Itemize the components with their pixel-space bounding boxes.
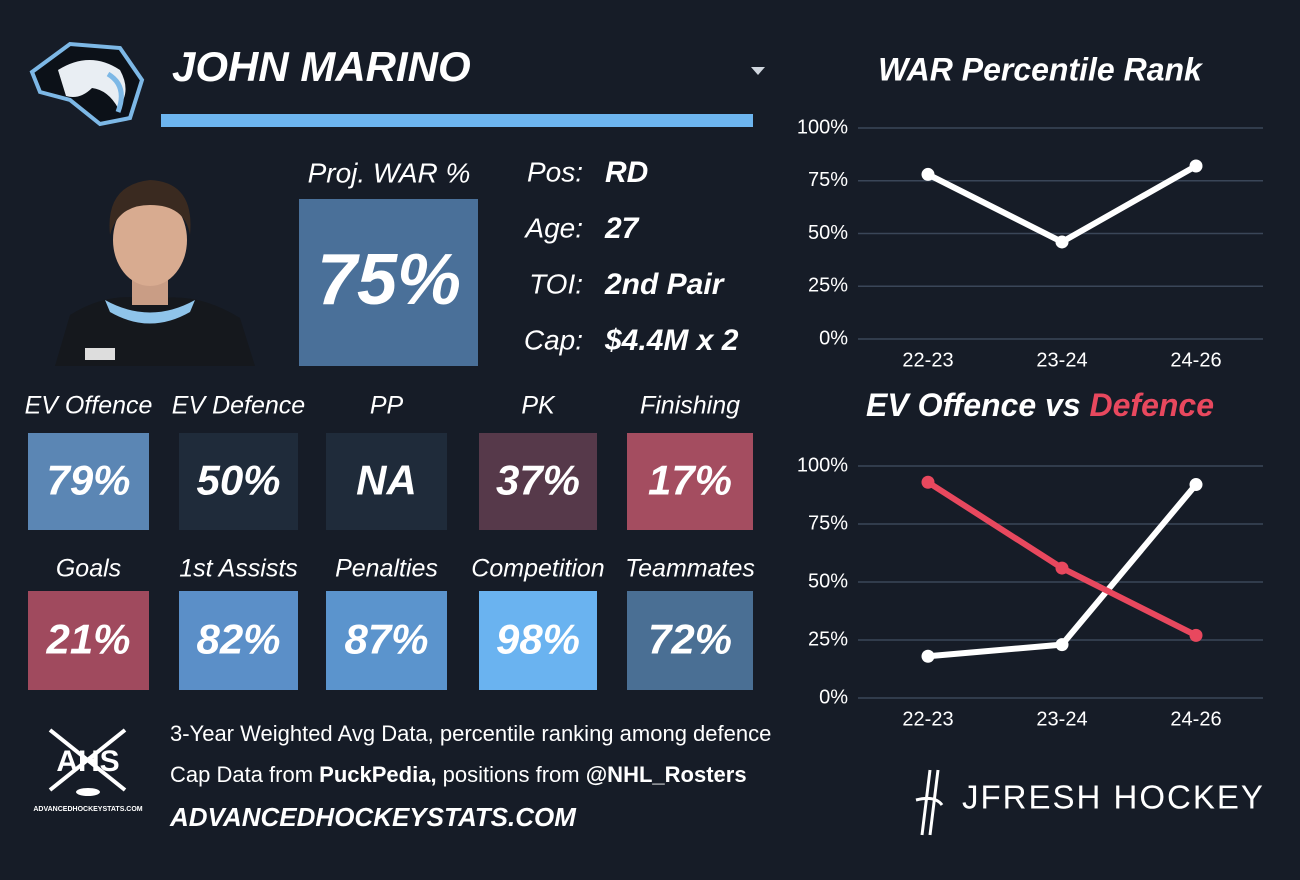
stat-tile <box>479 433 597 530</box>
x-tick-label: 24-26 <box>1170 349 1221 371</box>
y-tick-label: 25% <box>808 275 848 297</box>
tile-value: 17% <box>648 457 732 504</box>
ahs-logo-text: AHS <box>56 745 119 778</box>
data-point <box>1189 159 1203 173</box>
stat-tile <box>479 591 597 690</box>
tile-label: PK <box>521 392 556 420</box>
footer-part: PuckPedia, <box>319 762 436 787</box>
y-tick-label: 25% <box>808 628 848 650</box>
info-value: $4.4M x 2 <box>604 324 739 357</box>
footer-line1: 3-Year Weighted Avg Data, percentile ran… <box>170 721 771 746</box>
tile-label: Competition <box>471 555 604 583</box>
y-tick-label: 75% <box>808 169 848 191</box>
tile-label: Finishing <box>640 392 740 420</box>
title-series: Defence <box>1090 387 1215 423</box>
tile-label: Penalties <box>335 555 438 583</box>
data-point <box>921 167 935 181</box>
y-tick-label: 100% <box>797 116 848 138</box>
title-series: EV Offence <box>866 387 1036 423</box>
tile-value: 72% <box>648 616 732 663</box>
data-point <box>921 649 935 663</box>
name-underline <box>161 114 753 127</box>
tile-value: NA <box>356 457 417 504</box>
y-tick-label: 50% <box>808 222 848 244</box>
proj-war-value: 75% <box>317 240 461 320</box>
y-tick-label: 100% <box>797 454 848 476</box>
data-point <box>1189 478 1203 492</box>
info-label: Age: <box>523 212 583 243</box>
info-value: RD <box>605 156 648 189</box>
data-point <box>1055 638 1069 652</box>
footer-website: ADVANCEDHOCKEYSTATS.COM <box>169 802 577 832</box>
info-label: Pos: <box>527 156 583 187</box>
y-tick-label: 75% <box>808 512 848 534</box>
tile-value: 50% <box>196 457 280 504</box>
footer-part: positions from <box>437 762 586 787</box>
x-tick-label: 23-24 <box>1036 708 1087 730</box>
tile-label: 1st Assists <box>179 555 298 583</box>
player-photo <box>55 180 255 366</box>
chart-title: WAR Percentile Rank <box>878 51 1204 87</box>
stat-tile <box>326 591 447 690</box>
x-tick-label: 23-24 <box>1036 349 1087 371</box>
info-label: Cap: <box>524 324 583 355</box>
x-tick-label: 24-26 <box>1170 708 1221 730</box>
stat-tile <box>179 591 298 690</box>
info-value: 2nd Pair <box>604 268 726 301</box>
tile-value: 21% <box>45 616 130 663</box>
chart-title: EV Offence vs Defence <box>866 387 1214 423</box>
tile-label: PP <box>370 392 404 420</box>
ahs-logo-small: ADVANCEDHOCKEYSTATS.COM <box>33 806 142 813</box>
proj-war-label: Proj. WAR % <box>308 157 471 188</box>
x-tick-label: 22-23 <box>902 349 953 371</box>
tile-value: 79% <box>46 457 130 504</box>
ahs-logo <box>48 728 127 796</box>
player-name: JOHN MARINO <box>172 43 471 90</box>
tile-value: 82% <box>196 616 280 663</box>
footer-part: @NHL_Rosters <box>586 762 747 787</box>
y-tick-label: 0% <box>819 327 848 349</box>
tile-value: 37% <box>496 457 580 504</box>
data-point <box>921 475 935 489</box>
brand-name: JFRESH HOCKEY <box>962 779 1265 816</box>
info-label: TOI: <box>529 268 583 299</box>
data-point <box>1189 628 1203 642</box>
info-value: 27 <box>604 212 640 245</box>
brand-logo <box>915 769 944 836</box>
title-join: vs <box>1036 387 1089 423</box>
data-point <box>1055 561 1069 575</box>
y-tick-label: 0% <box>819 686 848 708</box>
tile-label: Teammates <box>625 555 755 583</box>
tile-label: EV Offence <box>25 392 153 420</box>
x-tick-label: 22-23 <box>902 708 953 730</box>
stat-tile <box>627 591 753 690</box>
team-logo <box>29 41 145 127</box>
tile-value: 87% <box>344 616 428 663</box>
tile-label: Goals <box>56 555 121 583</box>
y-tick-label: 50% <box>808 570 848 592</box>
stat-tile <box>326 433 447 530</box>
dropdown-arrow[interactable] <box>751 67 765 75</box>
stat-tile <box>28 433 149 530</box>
stat-tile <box>627 433 753 530</box>
stat-tile <box>179 433 298 530</box>
tile-label: EV Defence <box>172 392 305 420</box>
proj-war-tile <box>299 199 478 366</box>
data-point <box>1055 235 1069 249</box>
footer-line2: Cap Data from PuckPedia, positions from … <box>170 762 747 787</box>
footer-part: Cap Data from <box>170 762 319 787</box>
tile-value: 98% <box>496 616 580 663</box>
stat-tile <box>28 591 149 690</box>
